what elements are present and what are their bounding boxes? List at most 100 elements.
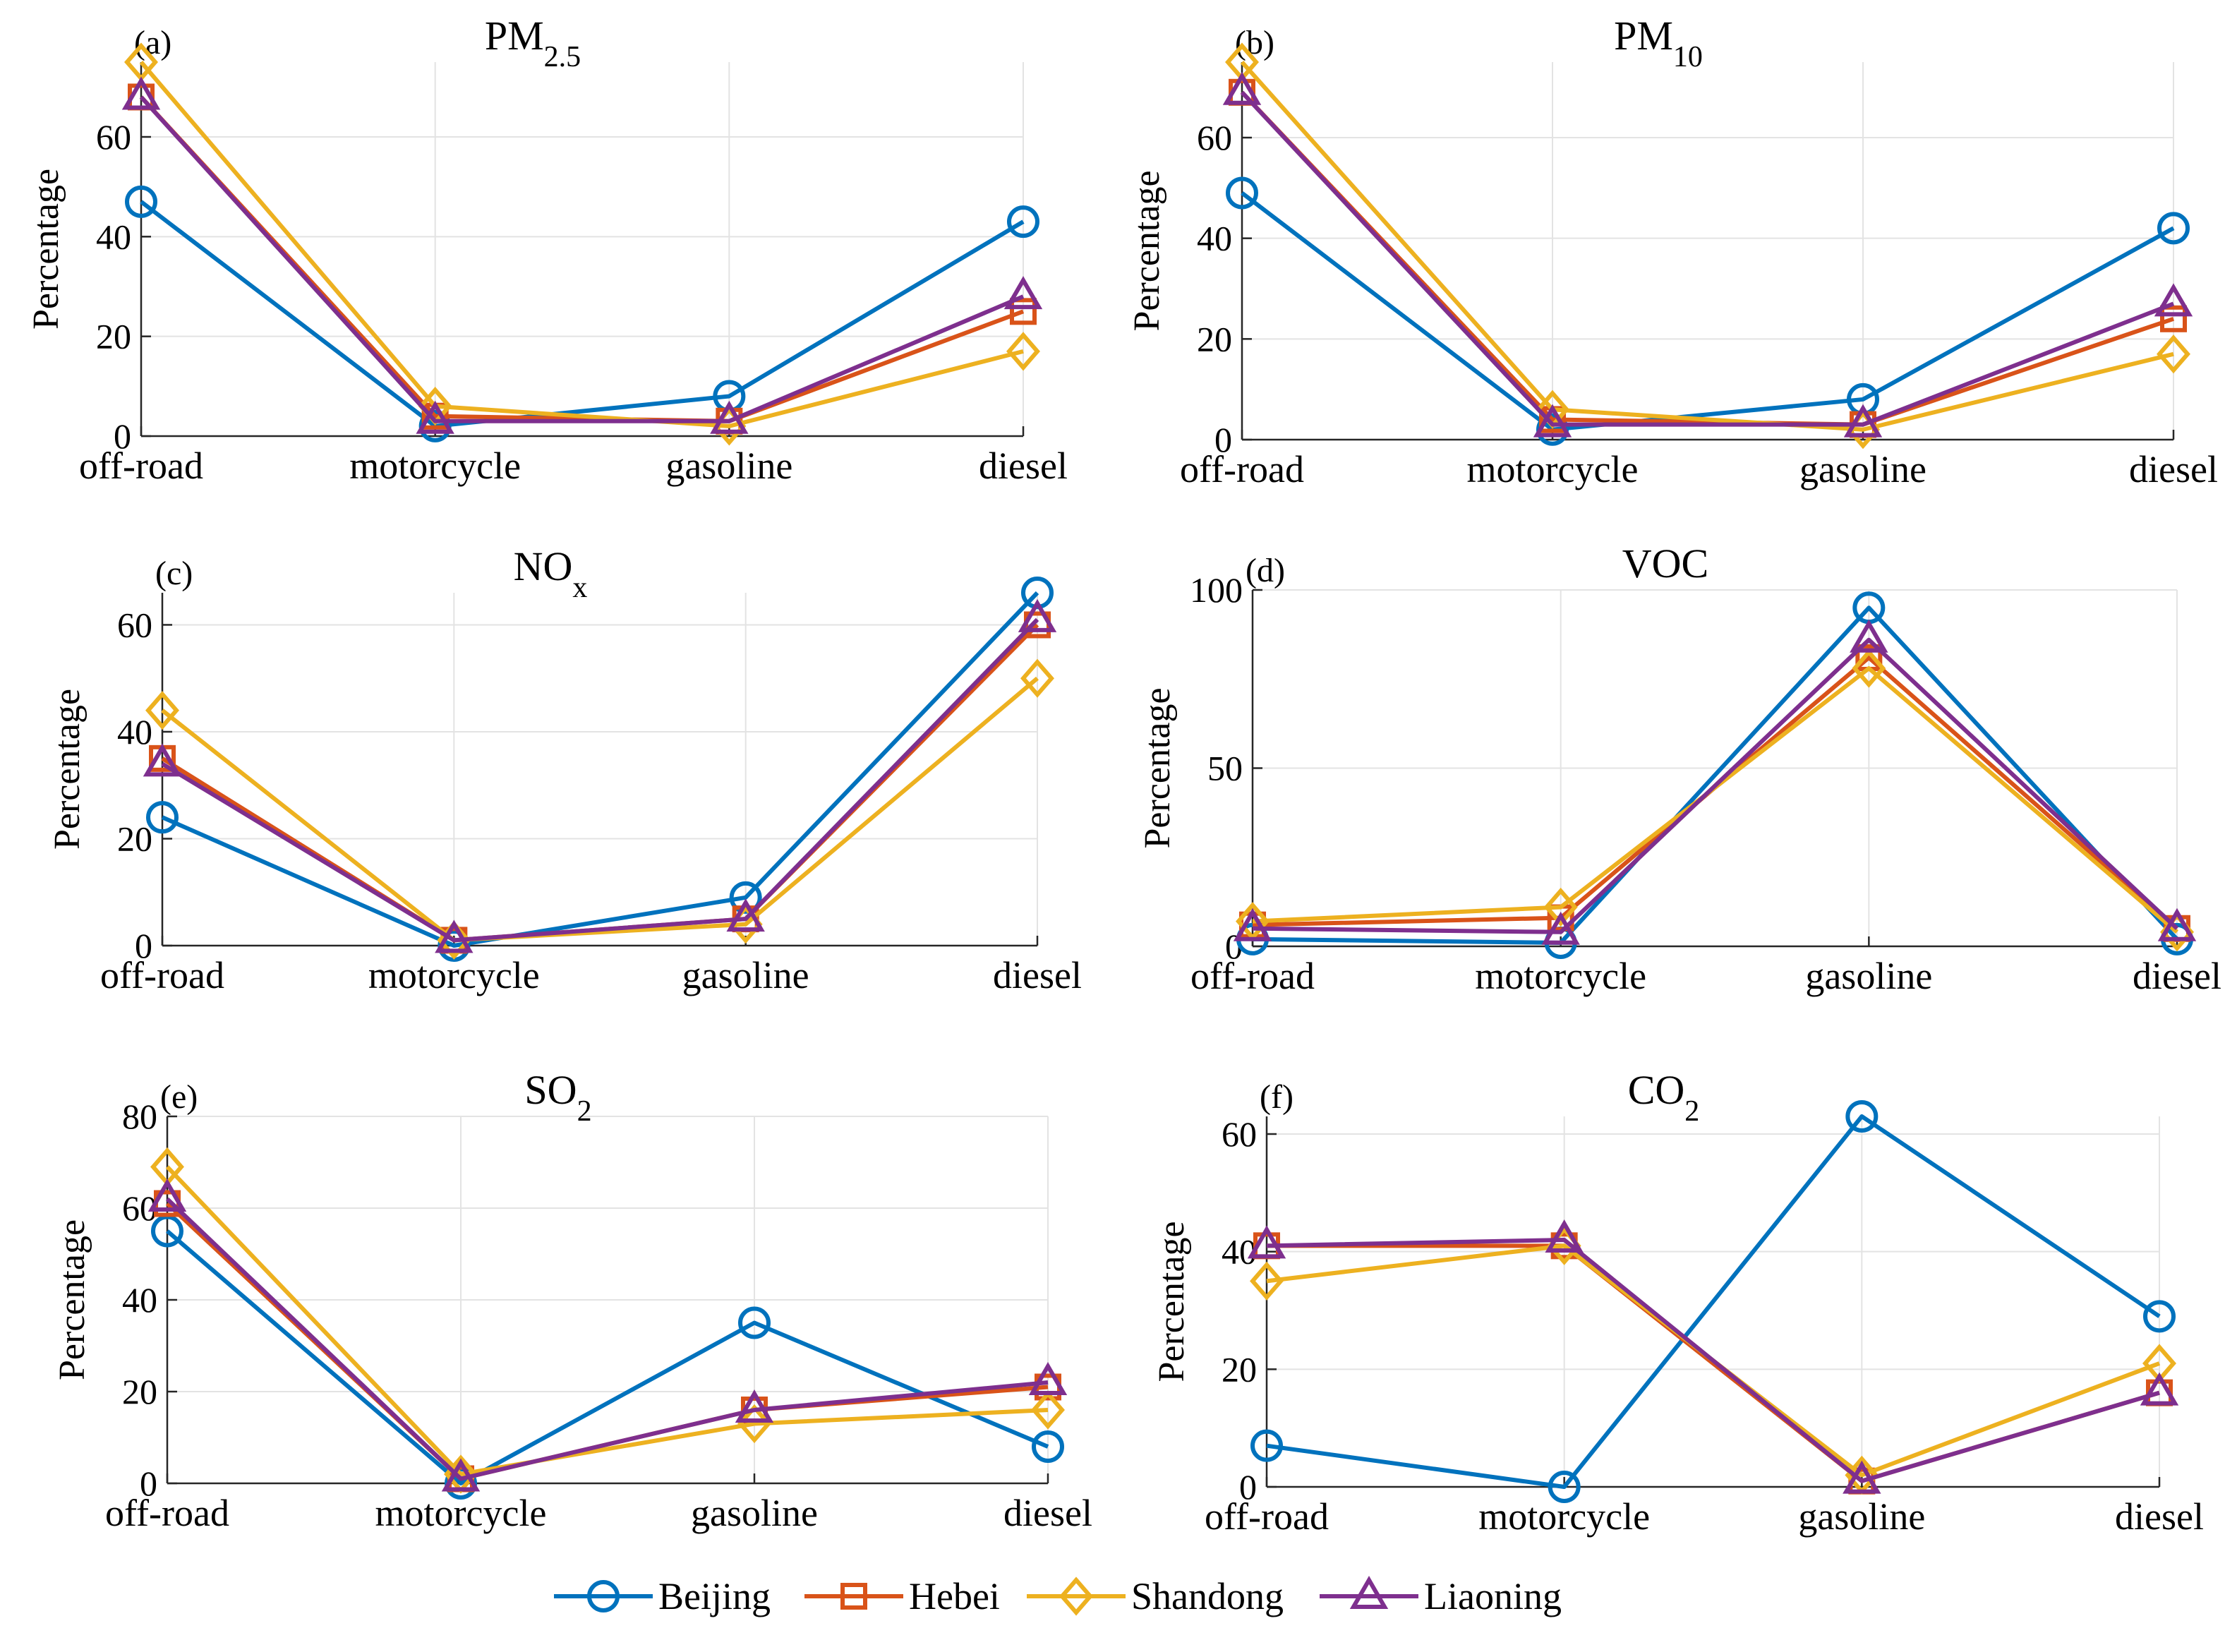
data-point-liaoning bbox=[1222, 71, 1262, 105]
series-line-liaoning bbox=[1240, 90, 2175, 427]
legend-item-beijing: Beijing bbox=[554, 1575, 771, 1617]
panel-tag: (f) bbox=[1260, 1078, 1294, 1116]
x-tick-label: off-road bbox=[1205, 1495, 1329, 1538]
data-point-liaoning bbox=[1018, 598, 1057, 632]
data-point-liaoning bbox=[726, 898, 765, 932]
y-axis-label: Percentage bbox=[1138, 687, 1178, 848]
panel-tag: (d) bbox=[1246, 552, 1285, 589]
data-point-liaoning bbox=[1545, 1219, 1584, 1253]
panel-title-sub: 2 bbox=[1684, 1095, 1699, 1128]
panel-title: CO2 bbox=[1628, 1067, 1700, 1128]
legend-label: Shandong bbox=[1131, 1575, 1284, 1617]
panel-title-main: NO bbox=[514, 543, 573, 589]
y-tick-label: 60 bbox=[1222, 1114, 1257, 1154]
y-tick-label: 60 bbox=[96, 117, 131, 157]
x-tick-label: off-road bbox=[1190, 955, 1315, 997]
data-point-shandong bbox=[1543, 887, 1578, 927]
panel-title-sub: 10 bbox=[1673, 41, 1703, 73]
y-tick-label: 20 bbox=[117, 819, 152, 858]
data-point-shandong bbox=[1031, 1390, 1065, 1430]
legend-marker-diamond bbox=[1059, 1576, 1093, 1616]
legend-item-shandong: Shandong bbox=[1027, 1575, 1284, 1617]
y-tick-label: 60 bbox=[1197, 118, 1232, 157]
panel-a: 0 20 40 60 off-road motorcycle gasoline diesel P… bbox=[26, 13, 1068, 487]
panel-title-main: PM bbox=[485, 13, 544, 59]
data-point-shandong bbox=[145, 691, 179, 730]
data-point-liaoning bbox=[1843, 1460, 1881, 1494]
data-point-liaoning bbox=[147, 1178, 187, 1212]
series-line-beijing bbox=[1241, 191, 2175, 432]
x-tick-label: off-road bbox=[79, 445, 203, 487]
panel-title: VOC bbox=[1622, 541, 1708, 586]
data-point-liaoning bbox=[1541, 911, 1580, 945]
panel-tag: (e) bbox=[160, 1078, 198, 1116]
x-tick-label: motorcycle bbox=[1475, 955, 1646, 997]
panel-title: NOx bbox=[514, 543, 588, 604]
panel-title-sub: 2 bbox=[577, 1095, 592, 1128]
data-point-liaoning bbox=[710, 400, 749, 434]
data-point-shandong bbox=[737, 1404, 771, 1444]
y-tick-label: 40 bbox=[96, 217, 131, 256]
data-point-hebei bbox=[1010, 298, 1037, 325]
x-tick-label: motorcycle bbox=[349, 445, 521, 487]
data-point-beijing bbox=[1548, 1471, 1581, 1503]
legend-label: Liaoning bbox=[1424, 1575, 1562, 1617]
data-point-shandong bbox=[1852, 649, 1886, 688]
series-line-liaoning bbox=[165, 1197, 1049, 1481]
panel-tag: (b) bbox=[1235, 24, 1274, 61]
series-line-liaoning bbox=[1252, 637, 2179, 934]
series-line-shandong bbox=[139, 61, 1024, 428]
data-point-shandong bbox=[1020, 658, 1054, 698]
y-tick-label: 20 bbox=[122, 1372, 157, 1411]
y-tick-label: 0 bbox=[1239, 1467, 1257, 1507]
data-point-beijing bbox=[1250, 1429, 1283, 1462]
x-tick-label: off-road bbox=[100, 954, 224, 996]
series-line-beijing bbox=[161, 591, 1039, 948]
legend: Beijing Hebei Shandong Liaoning bbox=[554, 1575, 1562, 1617]
data-point-beijing bbox=[2143, 1300, 2176, 1333]
y-tick-label: 60 bbox=[117, 605, 152, 644]
series-line-beijing bbox=[1252, 605, 2179, 945]
y-tick-label: 0 bbox=[114, 416, 131, 456]
data-point-liaoning bbox=[2154, 283, 2193, 317]
data-point-hebei bbox=[2160, 305, 2187, 332]
panel-title-main: VOC bbox=[1622, 541, 1708, 586]
y-tick-label: 50 bbox=[1207, 749, 1243, 788]
data-point-beijing bbox=[2157, 212, 2190, 245]
x-tick-label: gasoline bbox=[1799, 448, 1926, 490]
y-axis-label: Percentage bbox=[1127, 170, 1167, 331]
x-tick-label: off-road bbox=[105, 1492, 229, 1534]
panel-b: 0 20 40 60 off-road motorcycle gasoline diesel P… bbox=[1127, 13, 2218, 490]
legend-marker-square bbox=[840, 1583, 867, 1610]
panel-title: SO2 bbox=[524, 1067, 591, 1128]
data-point-liaoning bbox=[1003, 276, 1043, 310]
data-point-beijing bbox=[1845, 1100, 1879, 1133]
series-line-shandong bbox=[165, 1165, 1049, 1476]
x-tick-label: diesel bbox=[1003, 1492, 1092, 1534]
y-axis-label: Percentage bbox=[26, 169, 66, 330]
x-tick-label: diesel bbox=[2133, 955, 2221, 997]
series-line-beijing bbox=[1266, 1114, 2161, 1489]
data-point-liaoning bbox=[1233, 908, 1272, 941]
data-point-shandong bbox=[1006, 332, 1040, 371]
panel-title-sub: x bbox=[572, 572, 587, 604]
x-tick-label: motorcycle bbox=[1467, 448, 1639, 490]
y-tick-label: 80 bbox=[122, 1097, 157, 1136]
y-axis-label: Percentage bbox=[52, 1219, 92, 1380]
y-tick-label: 20 bbox=[96, 317, 131, 356]
x-tick-label: off-road bbox=[1180, 448, 1304, 490]
panel-title-main: CO bbox=[1628, 1067, 1685, 1113]
y-tick-label: 0 bbox=[140, 1464, 157, 1503]
data-point-liaoning bbox=[2140, 1372, 2179, 1406]
x-tick-label: diesel bbox=[993, 954, 1082, 996]
data-point-beijing bbox=[1226, 176, 1258, 210]
data-point-liaoning bbox=[121, 76, 161, 110]
data-point-beijing bbox=[125, 185, 157, 218]
x-tick-label: gasoline bbox=[1798, 1495, 1925, 1538]
x-tick-label: diesel bbox=[2115, 1495, 2204, 1538]
data-point-liaoning bbox=[1533, 404, 1572, 438]
series-line-beijing bbox=[166, 1229, 1049, 1485]
data-point-beijing bbox=[738, 1306, 771, 1339]
